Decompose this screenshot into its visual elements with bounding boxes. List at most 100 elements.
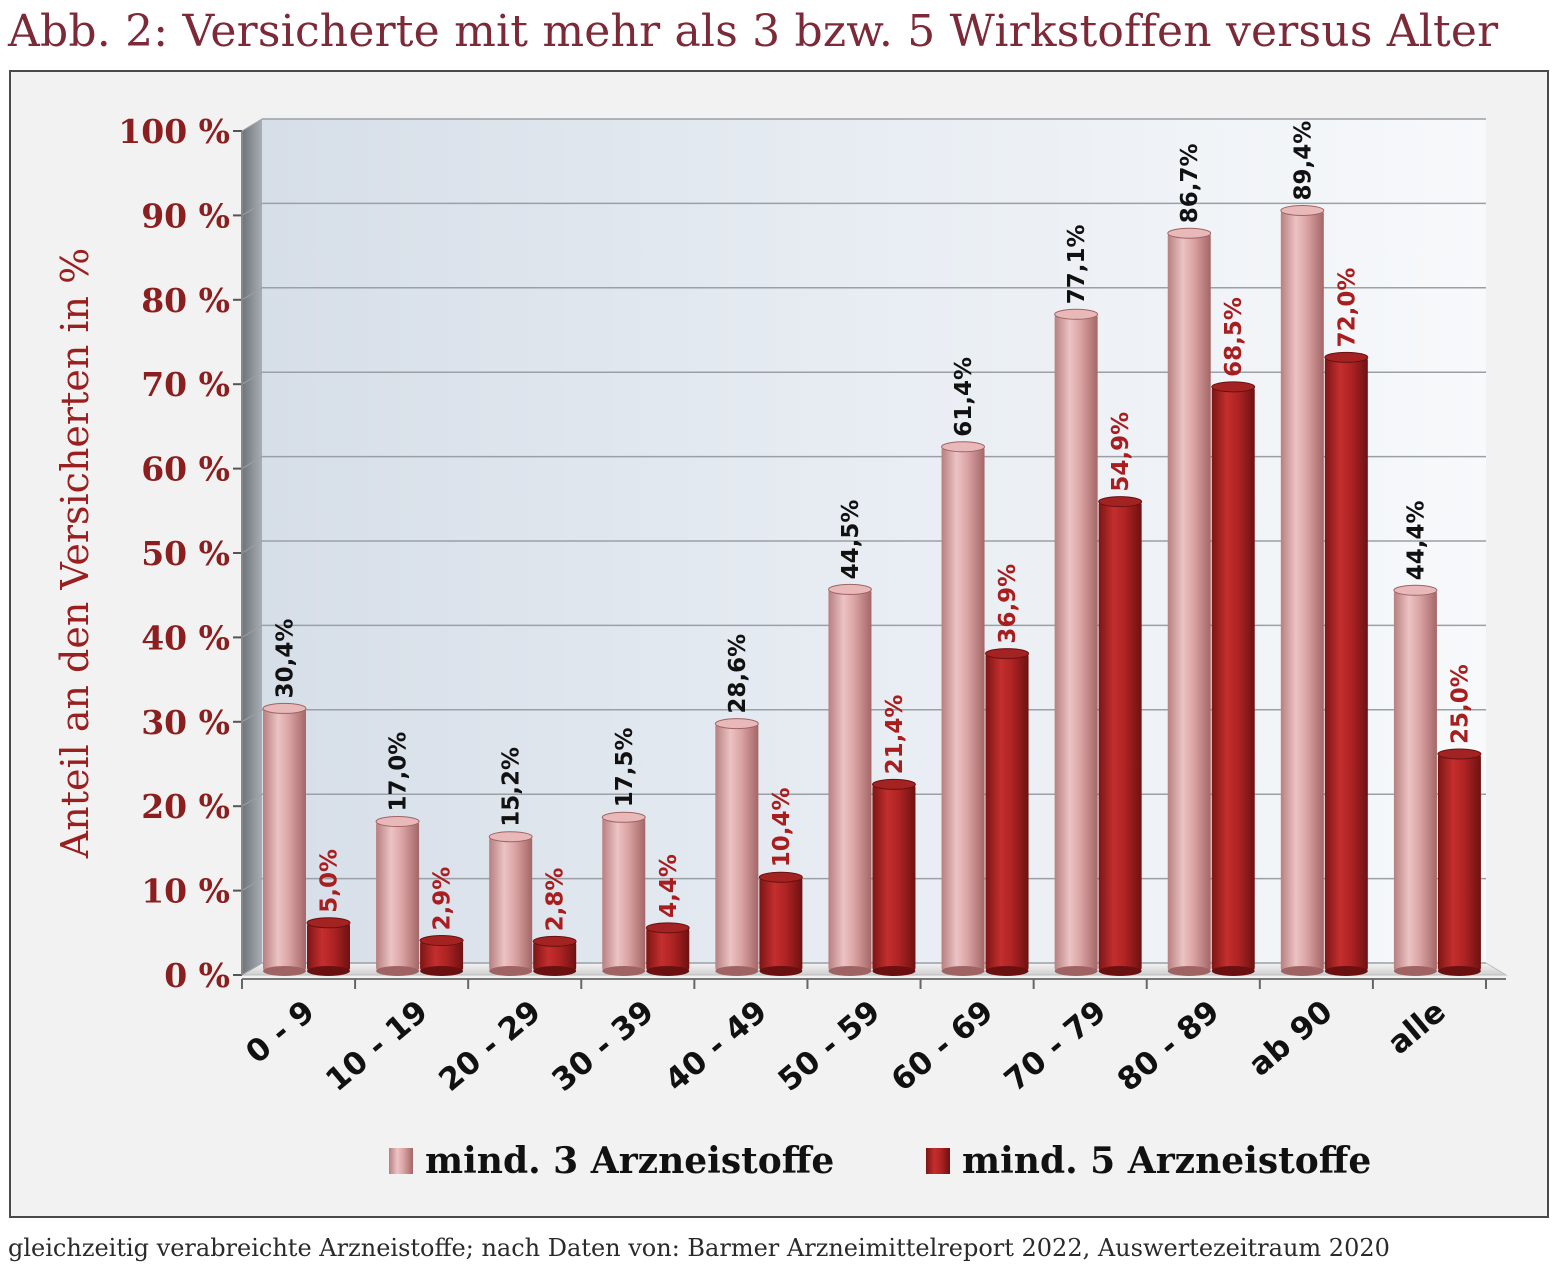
bar-cap (827, 583, 872, 595)
bar-mind-5 (646, 927, 690, 971)
x-tick-label: 50 - 59 (772, 994, 888, 1099)
bar-base (489, 966, 533, 976)
data-label: 44,5% (838, 500, 864, 580)
x-tick-label: ab 90 (1242, 994, 1339, 1084)
bar-cap (871, 778, 916, 790)
bar-base (533, 966, 577, 976)
gridline-diagonal (241, 709, 263, 723)
data-label: 89,4% (1290, 121, 1316, 201)
data-label: 21,4% (882, 695, 908, 775)
bar-cap (1211, 381, 1256, 393)
bar-base (263, 966, 306, 976)
y-tick-label: 100 % (118, 112, 230, 151)
bar-cap (488, 831, 533, 843)
data-label: 10,4% (769, 787, 795, 867)
y-tick-label: 80 % (141, 281, 230, 320)
data-label: 36,9% (995, 564, 1021, 644)
figure-title: Abb. 2: Versicherte mit mehr als 3 bzw. … (8, 6, 1499, 57)
bar-base (1393, 966, 1437, 976)
bar-mind-3 (941, 446, 985, 971)
bar-mind-3 (1054, 314, 1098, 971)
data-label: 15,2% (499, 747, 525, 827)
data-label: 30,4% (273, 619, 299, 699)
bar-mind-5 (759, 877, 803, 971)
bar-cap (262, 702, 307, 714)
gridline-diagonal (241, 962, 263, 976)
gridline-diagonal (241, 287, 263, 301)
bar-mind-5 (533, 941, 577, 971)
data-label: 44,4% (1403, 500, 1429, 580)
gridline-diagonal (241, 456, 263, 470)
bar-mind-3 (602, 817, 646, 971)
bar-base (1167, 966, 1211, 976)
bar-cap (714, 718, 759, 730)
x-tick-label: 70 - 79 (998, 994, 1114, 1099)
bar-base (307, 966, 350, 976)
bar-cap (532, 935, 577, 947)
bar-cap (758, 871, 803, 883)
bar-mind-5 (1098, 501, 1142, 971)
bar-base (1280, 966, 1324, 976)
bar-base (376, 966, 420, 976)
y-tick-label: 90 % (141, 196, 230, 235)
bar-base (985, 966, 1029, 976)
gridline-diagonal (241, 624, 263, 638)
bar-cap (306, 917, 351, 929)
data-label: 5,0% (317, 849, 343, 913)
bar-base (759, 966, 803, 976)
gridline-diagonal (241, 878, 263, 892)
legend-swatch (389, 1148, 413, 1174)
bar-mind-5 (872, 784, 916, 971)
gridline-diagonal (241, 118, 263, 132)
legend-label: mind. 5 Arzneistoffe (962, 1140, 1371, 1182)
y-axis-label: Anteil an den Versicherten in % (53, 248, 97, 859)
data-label: 54,9% (1108, 412, 1134, 492)
bar-cap (419, 935, 464, 947)
bar-cap (1167, 227, 1212, 239)
y-tick-label: 10 % (141, 872, 230, 911)
x-tick-label: 0 - 9 (239, 994, 322, 1071)
data-label: 68,5% (1221, 297, 1247, 377)
bar-mind-5 (420, 940, 464, 971)
bar-cap (601, 811, 646, 823)
bar-cap (1098, 496, 1143, 508)
data-label: 61,4% (951, 357, 977, 437)
bar-base (872, 966, 916, 976)
legend-item-mind-5: mind. 5 Arzneistoffe (926, 1140, 1371, 1182)
bar-mind-5 (1211, 386, 1255, 971)
x-tick-label: 20 - 29 (432, 994, 548, 1099)
bar-mind-5 (307, 922, 350, 971)
bar-mind-3 (489, 836, 533, 971)
legend-label: mind. 3 Arzneistoffe (425, 1140, 834, 1182)
bar-mind-3 (715, 723, 759, 971)
bar-base (646, 966, 690, 976)
bar-base (1098, 966, 1142, 976)
y-tick-label: 50 % (141, 534, 230, 573)
x-tick-label: 10 - 19 (319, 994, 435, 1099)
bar-mind-5 (1324, 357, 1368, 971)
gridline-diagonal (241, 540, 263, 554)
data-label: 86,7% (1177, 143, 1203, 223)
bar-base (1324, 966, 1368, 976)
y-tick-label: 60 % (141, 450, 230, 489)
bar-cap (645, 922, 690, 934)
legend-item-mind-3: mind. 3 Arzneistoffe (389, 1140, 834, 1182)
bar-cap (1324, 351, 1369, 363)
data-label: 2,9% (430, 867, 456, 931)
footnote: gleichzeitig verabreichte Arzneistoffe; … (8, 1234, 1390, 1262)
bar-cap (1280, 204, 1325, 216)
bar-mind-5 (985, 653, 1029, 971)
y-tick-label: 20 % (141, 787, 230, 826)
bar-mind-5 (1437, 754, 1481, 971)
bar-cap (941, 441, 986, 453)
bar-base (941, 966, 985, 976)
bar-base (602, 966, 646, 976)
bar-base (715, 966, 759, 976)
x-tick-label: alle (1381, 994, 1453, 1062)
y-tick-label: 0 % (164, 956, 230, 995)
bar-mind-3 (376, 821, 420, 971)
bar-cap (375, 816, 420, 828)
x-tick-label: 60 - 69 (885, 994, 1001, 1099)
gridline-diagonal (241, 371, 263, 385)
bar-mind-3 (1393, 590, 1437, 971)
